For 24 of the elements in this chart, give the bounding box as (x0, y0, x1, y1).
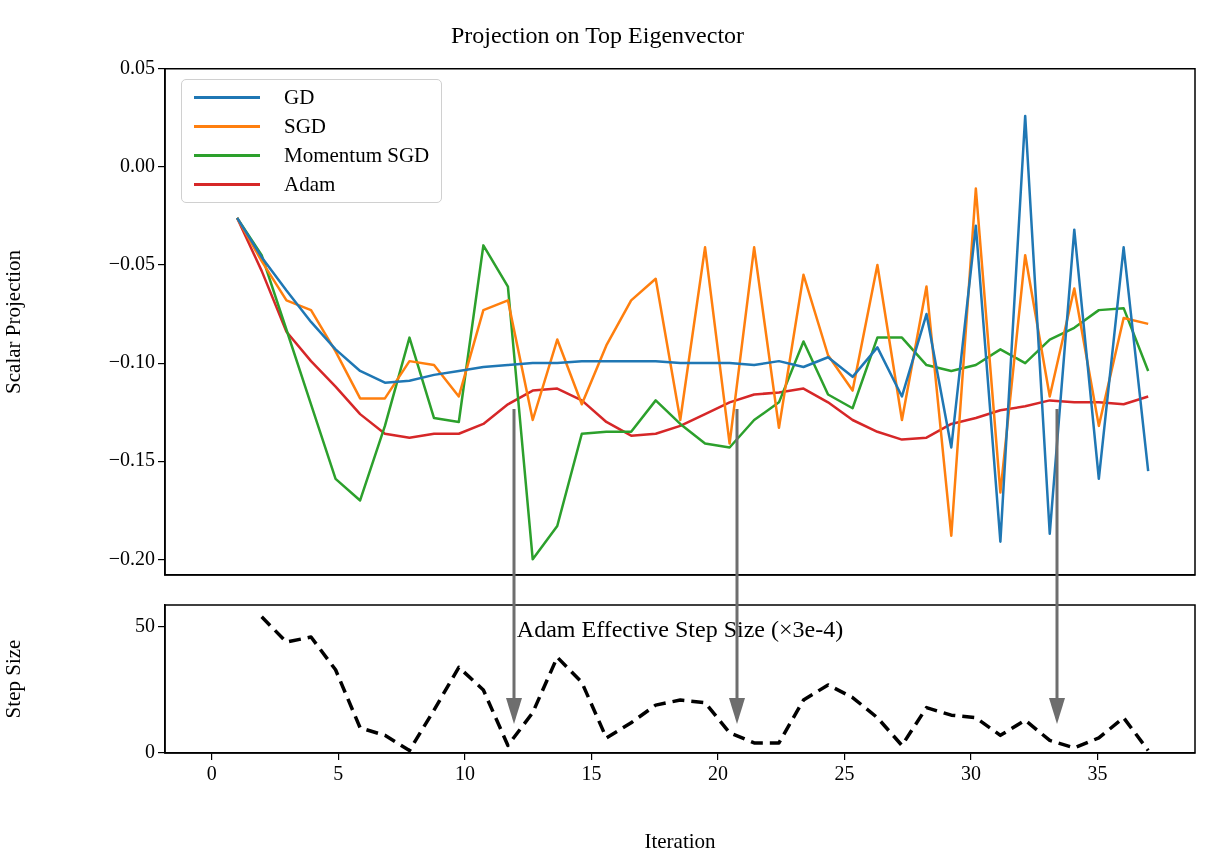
y-tick-label: −0.20 (108, 546, 155, 569)
y-tick-label: 0.00 (120, 154, 155, 177)
y-axis-title: Scalar Projection (1, 249, 26, 394)
y-tick-label: 0 (145, 740, 155, 763)
legend-label: Momentum SGD (284, 142, 430, 168)
x-tick-label: 30 (961, 762, 982, 785)
legend-label: GD (284, 84, 315, 110)
x-tick-label: 20 (707, 762, 728, 785)
y-tick-label: −0.15 (108, 448, 155, 471)
y-tick-label: 50 (135, 614, 155, 637)
legend-label: Adam (284, 171, 336, 197)
x-axis-title: Iteration (644, 828, 717, 853)
x-tick-label: 0 (206, 762, 217, 785)
chart-title: Projection on Top Eigenvector (450, 21, 745, 48)
y-tick-label: 0.05 (120, 56, 155, 79)
x-tick-label: 5 (333, 762, 344, 785)
x-tick-label: 35 (1087, 762, 1108, 785)
x-tick-label: 25 (834, 762, 855, 785)
y-axis-title: Step Size (1, 639, 26, 719)
y-tick-label: −0.10 (108, 350, 155, 373)
x-tick-label: 15 (581, 762, 602, 785)
legend-label: SGD (284, 113, 327, 139)
y-tick-label: −0.05 (108, 252, 155, 275)
x-tick-label: 10 (454, 762, 475, 785)
